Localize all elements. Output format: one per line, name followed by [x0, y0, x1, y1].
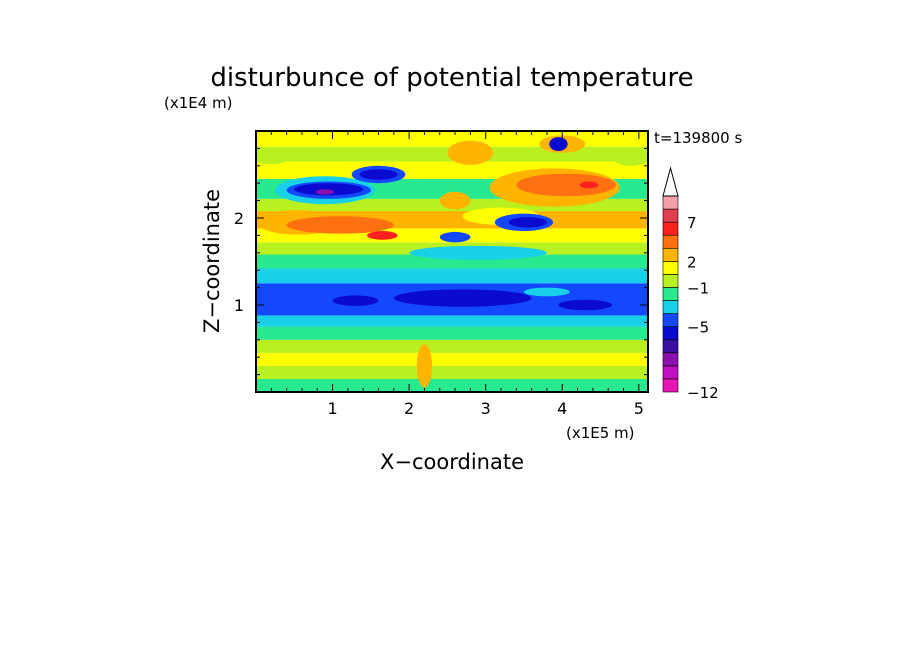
contour-band-16	[256, 131, 648, 147]
colorbar-bin-10	[662, 247, 679, 262]
colorbar-bin-3	[662, 339, 679, 354]
contour-feature-24	[523, 287, 570, 297]
time-label: t=139800 s	[654, 129, 742, 147]
contour-feature-8	[359, 169, 398, 180]
colorbar-tick-label: −1	[687, 279, 709, 297]
x-tick-label: 4	[557, 399, 567, 418]
contour-feature-14	[508, 217, 547, 228]
colorbar-bin-4	[662, 326, 679, 341]
colorbar-bin-7	[662, 287, 679, 301]
contour-feature-16	[549, 137, 568, 152]
y-tick-label: 1	[234, 296, 244, 315]
colorbar-bin-5	[662, 313, 679, 327]
colorbar-bin-8	[662, 274, 679, 288]
contour-feature-25	[612, 148, 648, 166]
plot-frame	[255, 130, 649, 393]
contour-band-3	[256, 339, 648, 353]
colorbar-tick-label: 7	[687, 214, 697, 232]
contour-band-8	[256, 254, 648, 269]
contour-band-0	[256, 378, 648, 392]
y-tick-label: 2	[234, 209, 244, 228]
contour-feature-11	[579, 181, 599, 189]
contour-feature-23	[558, 299, 613, 311]
y-axis-label: Z−coordinate	[200, 189, 224, 333]
contour-feature-2	[367, 231, 398, 240]
colorbar-tick-label: 2	[687, 253, 697, 271]
y-axis-ticks: 12	[234, 147, 648, 376]
contour-band-7	[256, 268, 648, 284]
x-scale-label: (x1E5 m)	[566, 424, 635, 442]
colorbar-bin-11	[662, 234, 679, 249]
colorbar-tick-label: −12	[687, 384, 719, 402]
y-scale-label: (x1E4 m)	[164, 94, 233, 112]
contour-feature-17	[447, 140, 494, 165]
contour-band-5	[256, 315, 648, 327]
x-axis-ticks: 1 2 3 4 5	[270, 131, 644, 418]
contour-feature-18	[439, 191, 471, 210]
contour-band-2	[256, 352, 648, 366]
contour-field	[256, 131, 648, 392]
colorbar-bin-1	[662, 365, 679, 380]
colorbar: −12−5−127	[662, 166, 719, 402]
x-tick-label: 5	[634, 399, 644, 418]
colorbar-bin-2	[662, 352, 679, 367]
colorbar-bin-13	[662, 208, 679, 223]
x-tick-label: 1	[327, 399, 337, 418]
colorbar-bin-9	[662, 261, 679, 275]
contour-feature-26	[256, 150, 291, 165]
contour-feature-5	[294, 183, 364, 196]
contour-feature-21	[332, 295, 379, 306]
contour-feature-27	[416, 344, 433, 388]
contour-feature-22	[393, 289, 532, 307]
contour-feature-20	[409, 245, 547, 260]
colorbar-bin-6	[662, 300, 679, 314]
contour-feature-6	[315, 189, 335, 195]
colorbar-tick-label: −5	[687, 319, 709, 337]
contour-feature-1	[286, 216, 394, 234]
colorbar-bin-12	[662, 221, 679, 236]
x-tick-label: 2	[404, 399, 414, 418]
contour-band-4	[256, 326, 648, 340]
contour-band-1	[256, 365, 648, 379]
contour-feature-10	[516, 173, 616, 197]
colorbar-extend-arrow	[662, 166, 679, 197]
chart-title: disturbunce of potential temperature	[210, 63, 693, 93]
colorbar-bin-14	[662, 195, 679, 210]
x-axis-label: X−coordinate	[380, 450, 524, 474]
contour-feature-19	[439, 231, 471, 243]
x-tick-label: 3	[481, 399, 491, 418]
colorbar-bin-0	[662, 378, 679, 393]
